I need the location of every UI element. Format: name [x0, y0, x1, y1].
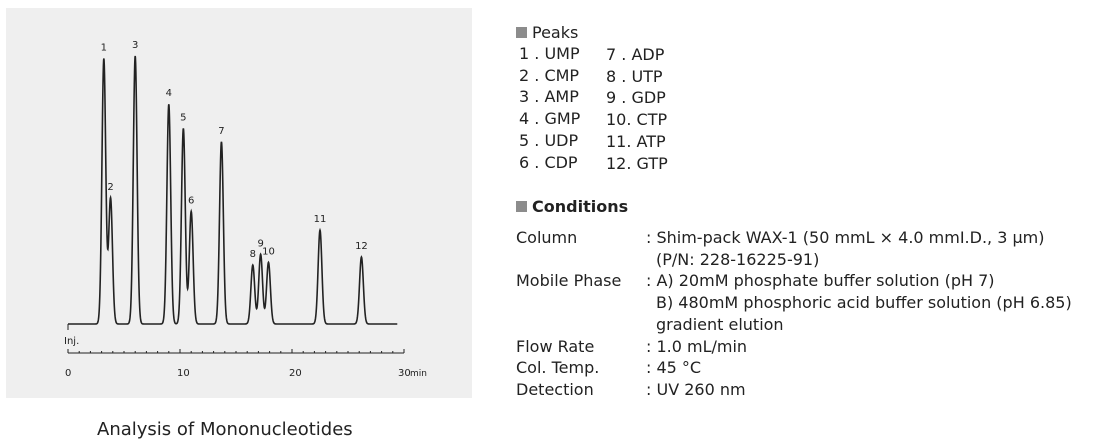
conditions-heading: Conditions — [516, 196, 628, 218]
condition-row: B) 480mM phosphoric acid buffer solution… — [516, 292, 1072, 314]
peak-label: 6 — [188, 195, 194, 206]
square-bullet-icon — [516, 201, 527, 212]
condition-row: Flow Rate : 1.0 mL/min — [516, 336, 1072, 358]
chart-panel: Inj. 0 10 20 30 min 1 2 3 4 5 6 7 8 9 10 11 12 — [6, 8, 472, 398]
condition-value: : UV 260 nm — [646, 379, 746, 399]
peaks-list-column-1: 1 . UMP 2 . CMP 3 . AMP 4 . GMP 5 . UDP 6 . C… — [519, 43, 580, 173]
conditions-table: Column : Shim-pack WAX-1 (50 mmL × 4.0 mm… — [516, 227, 1072, 401]
peak-label: 8 — [250, 249, 256, 260]
condition-row: gradient elution — [516, 314, 1072, 336]
condition-row: Column : Shim-pack WAX-1 (50 mmL × 4.0 mm… — [516, 227, 1072, 249]
condition-row: Detection : UV 260 nm — [516, 379, 1072, 401]
condition-value: gradient elution — [656, 314, 784, 334]
square-bullet-icon — [516, 27, 527, 38]
peak-label: 3 — [132, 40, 138, 51]
chromatogram-trace — [68, 55, 398, 325]
peak-legend-item: 5 . UDP — [519, 130, 579, 150]
peak-legend-item: 9 . GDP — [606, 88, 666, 108]
condition-value: : A) 20mM phosphate buffer solution (pH … — [646, 271, 995, 291]
peak-label: 10 — [262, 246, 275, 257]
peak-label: 5 — [180, 112, 186, 123]
x-tick-label: 20 — [289, 368, 302, 379]
peak-label: 9 — [257, 238, 263, 249]
peak-legend-item: 1 . UMP — [519, 44, 580, 63]
x-tick-label: 0 — [65, 368, 71, 379]
condition-row: Mobile Phase : A) 20mM phosphate buffer s… — [516, 270, 1072, 292]
peak-label: 7 — [218, 126, 224, 137]
condition-label: Column — [516, 228, 578, 247]
condition-label: Flow Rate — [516, 336, 595, 356]
condition-label: Col. Temp. — [516, 358, 600, 378]
peaks-heading-label: Peaks — [532, 23, 579, 42]
peak-legend-item: 4 . GMP — [519, 109, 581, 129]
peaks-list-column-2: 7 . ADP 8 . UTP 9 . GDP 10. CTP 11. ATP 12. G… — [606, 44, 668, 174]
peak-legend-item: 2 . CMP — [519, 65, 580, 85]
condition-label: Detection — [516, 379, 594, 399]
condition-value: (P/N: 228-16225-91) — [656, 249, 820, 269]
peak-legend-item: 8 . UTP — [606, 66, 663, 86]
condition-row: (P/N: 228-16225-91) — [516, 249, 1072, 271]
x-tick-label: 10 — [177, 368, 190, 379]
condition-label — [516, 314, 646, 336]
peak-label: 12 — [355, 241, 368, 252]
condition-value: : Shim-pack WAX-1 (50 mmL × 4.0 mmI.D., … — [646, 228, 1045, 247]
injection-label: Inj. — [64, 336, 79, 347]
chart-title: Analysis of Mononucleotides — [97, 419, 353, 440]
peak-legend-item: 10. CTP — [606, 110, 668, 130]
peak-label: 11 — [314, 214, 327, 225]
peak-legend-item: 6 . CDP — [519, 152, 578, 172]
condition-value: B) 480mM phosphoric acid buffer solution… — [656, 293, 1072, 313]
peak-legend-item: 12. GTP — [606, 153, 668, 173]
peak-label: 1 — [101, 43, 107, 54]
peak-legend-item: 7 . ADP — [606, 45, 665, 64]
x-tick-label: 30 — [398, 368, 411, 379]
condition-value: : 1.0 mL/min — [646, 336, 748, 356]
peak-label: 4 — [166, 88, 172, 99]
peaks-heading: Peaks — [516, 22, 578, 44]
conditions-heading-label: Conditions — [532, 197, 629, 216]
peak-label: 2 — [107, 182, 113, 193]
condition-label: Mobile Phase — [516, 271, 622, 291]
condition-value: : 45 °C — [646, 358, 702, 378]
peak-legend-item: 11. ATP — [606, 131, 666, 151]
peak-legend-item: 3 . AMP — [519, 87, 579, 107]
condition-label — [516, 249, 646, 271]
x-axis-unit-label: min — [410, 369, 427, 379]
condition-label — [516, 292, 646, 314]
condition-row: Col. Temp. : 45 °C — [516, 357, 1072, 379]
